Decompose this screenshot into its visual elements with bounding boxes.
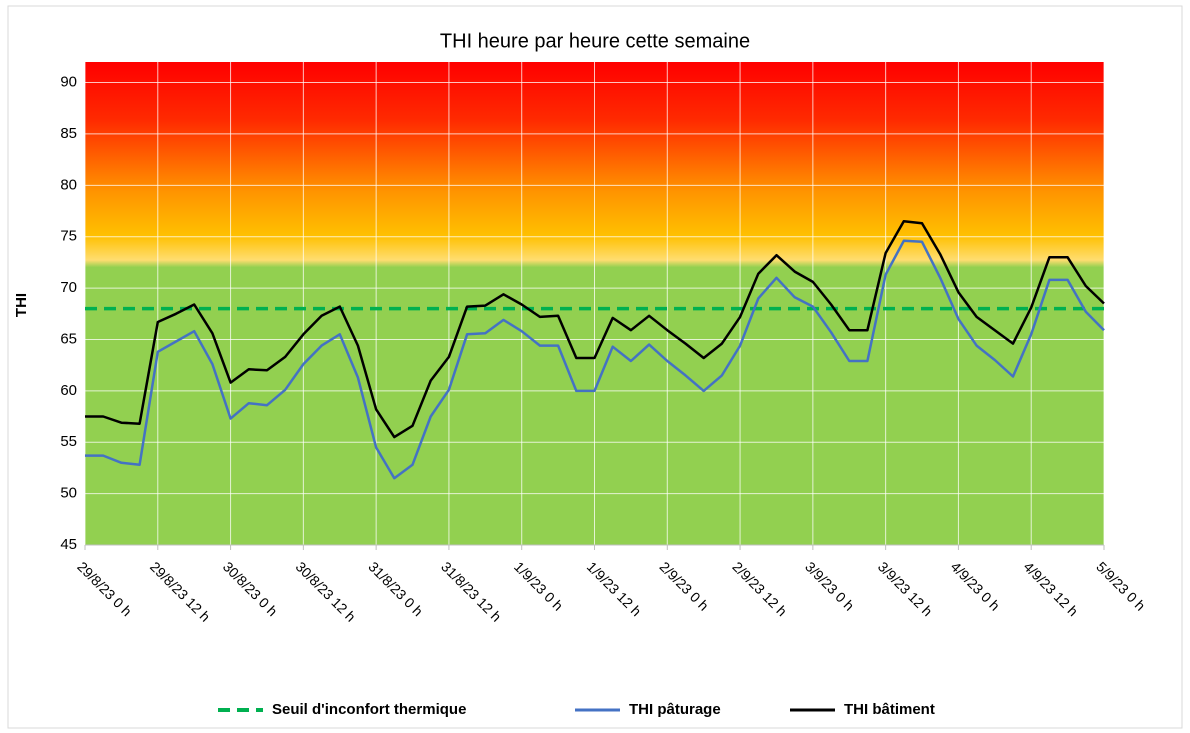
y-tick-label: 75 [60, 228, 77, 245]
y-tick-label: 60 [60, 382, 77, 399]
y-tick-label: 65 [60, 330, 77, 347]
y-tick-label: 55 [60, 433, 77, 450]
y-tick-label: 45 [60, 536, 77, 553]
y-tick-label: 85 [60, 125, 77, 142]
y-tick-label: 70 [60, 279, 77, 296]
legend-item: THI pâturage [575, 701, 721, 718]
legend-label: THI bâtiment [844, 701, 935, 718]
y-tick-label: 80 [60, 176, 77, 193]
chart-title: THI heure par heure cette semaine [440, 30, 750, 52]
legend-label: Seuil d'inconfort thermique [272, 701, 466, 718]
series-line [85, 239, 1105, 480]
series-line [85, 220, 1105, 439]
legend-item: Seuil d'inconfort thermique [218, 701, 466, 718]
legend-item: THI bâtiment [790, 701, 935, 718]
y-axis-title: THI [13, 293, 30, 317]
legend-label: THI pâturage [629, 701, 721, 718]
y-tick-label: 50 [60, 485, 77, 502]
y-tick-label: 90 [60, 74, 77, 91]
